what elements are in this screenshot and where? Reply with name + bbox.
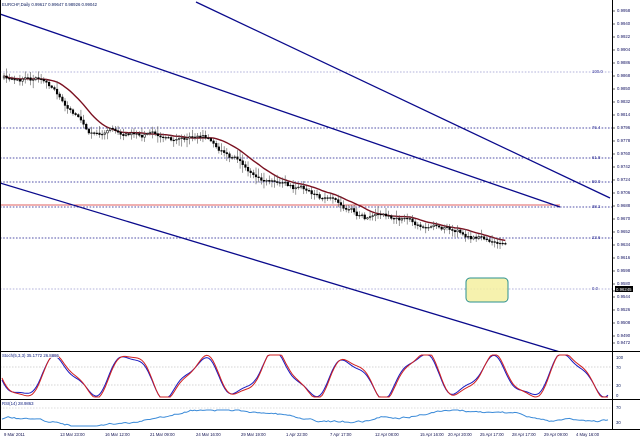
trendlines	[0, 1, 611, 353]
price-tick-label: 0.9832	[617, 99, 631, 104]
price-tick-label: 0.9508	[617, 320, 631, 325]
stochastic-gridlines	[0, 366, 612, 386]
time-axis: 9 Mar 2011 13 Mar 23:00 16 Mar 12:00 21 Mar…	[0, 429, 640, 446]
time-tick-label: 12 Apr 08:00	[375, 432, 399, 437]
time-tick-label: 20 Apr 20:00	[448, 432, 472, 437]
price-tick-label: 0.9958	[617, 8, 631, 13]
time-tick-label: 15 Apr 16:00	[420, 432, 444, 437]
fib-level-label: 23.6	[592, 235, 601, 240]
fib-level-label: 76.4	[592, 125, 601, 130]
time-tick-label: 28 Apr 17:00	[512, 432, 536, 437]
current-price-tag: 0.96245	[615, 286, 633, 292]
stochastic-d-line	[1, 354, 608, 398]
price-tick-label: 0.9616	[617, 255, 631, 260]
price-tick-label: 0.9778	[617, 138, 631, 143]
time-tick-label: 21 Mar 09:00	[150, 432, 175, 437]
stochastic-label: Stoch(5,3,3) 35.1772 26.8886	[2, 353, 59, 358]
time-tick-label: 16 Mar 12:00	[105, 432, 130, 437]
time-tick-label: 4 May 16:00	[576, 432, 600, 437]
price-tick-label: 0.9814	[617, 112, 631, 117]
price-tick-label: 0.9688	[617, 203, 631, 208]
fibonacci-levels	[0, 71, 612, 290]
price-tick-label: 0.9580	[617, 281, 631, 286]
price-tick-label: 0.9526	[617, 307, 631, 312]
highlight-box[interactable]	[465, 277, 509, 303]
rsi-panel[interactable]: RSI(14) 28.9863 70 30	[0, 399, 640, 430]
price-chart-panel[interactable]: EURCHF,Daily 0.99617 0.99647 0.98926 0.9…	[0, 0, 640, 353]
price-tick-label: 0.9850	[617, 86, 631, 91]
price-tick-label: 0.9652	[617, 229, 631, 234]
time-tick-label: 1 Apr 22:00	[286, 432, 308, 437]
time-tick-label: 29 Mar 19:00	[241, 432, 266, 437]
price-tick-label: 0.9760	[617, 151, 631, 156]
stochastic-panel[interactable]: Stoch(5,3,3) 35.1772 26.8886 100 70 30 0	[0, 351, 640, 400]
time-tick-label: 24 Mar 16:00	[196, 432, 221, 437]
price-tick-label: 0.9724	[617, 177, 631, 182]
price-tick-label: 0.9490	[617, 333, 631, 338]
price-tick-label: 0.9598	[617, 268, 631, 273]
price-tick-label: 0.9670	[617, 216, 631, 221]
price-tick-label: 0.9868	[617, 73, 631, 78]
stochastic-k-line	[1, 354, 609, 398]
fib-level-label: 100.0	[592, 69, 603, 74]
price-tick-label: 0.9796	[617, 125, 631, 130]
price-tick-label: 0.9886	[617, 60, 631, 65]
rsi-line	[1, 409, 609, 427]
rsi-svg	[0, 407, 612, 427]
chart-title: EURCHF,Daily 0.99617 0.99647 0.98926 0.9…	[2, 2, 98, 7]
chart-left-border	[0, 0, 1, 429]
price-tick-label: 0.9940	[617, 21, 631, 26]
moving-average-line	[3, 75, 506, 242]
rsi-scale-label: 30	[616, 420, 621, 425]
rsi-label: RSI(14) 28.9863	[2, 401, 34, 406]
fib-level-label: 50.0	[592, 179, 601, 184]
price-tick-label: 0.9472	[617, 340, 631, 345]
stochastic-svg	[0, 354, 612, 398]
price-tick-label: 0.9904	[617, 47, 631, 52]
price-tick-label: 0.9742	[617, 164, 631, 169]
price-chart-svg	[0, 1, 615, 353]
time-tick-label: 7 Apr 17:00	[330, 432, 352, 437]
stochastic-scale-label: 100	[616, 355, 624, 360]
price-tick-label: 0.9634	[617, 242, 631, 247]
stochastic-scale-label: 0	[616, 393, 619, 398]
time-tick-label: 9 Mar 2011	[4, 432, 25, 437]
candlestick-series	[2, 68, 507, 250]
price-axis-separator	[612, 0, 613, 429]
rsi-scale-label: 70	[616, 405, 621, 410]
fib-level-label: 38.2	[592, 204, 601, 209]
fib-level-label: 0.0	[592, 286, 598, 291]
time-tick-label: 25 Apr 17:00	[480, 432, 504, 437]
time-tick-label: 29 Apr 09:00	[544, 432, 568, 437]
stochastic-scale-label: 70	[616, 365, 621, 370]
stochastic-scale-label: 30	[616, 383, 621, 388]
price-tick-label: 0.9922	[617, 34, 631, 39]
time-tick-label: 13 Mar 23:00	[60, 432, 85, 437]
price-tick-label: 0.9544	[617, 294, 631, 299]
price-tick-label: 0.9706	[617, 190, 631, 195]
fib-level-label: 61.8	[592, 155, 601, 160]
